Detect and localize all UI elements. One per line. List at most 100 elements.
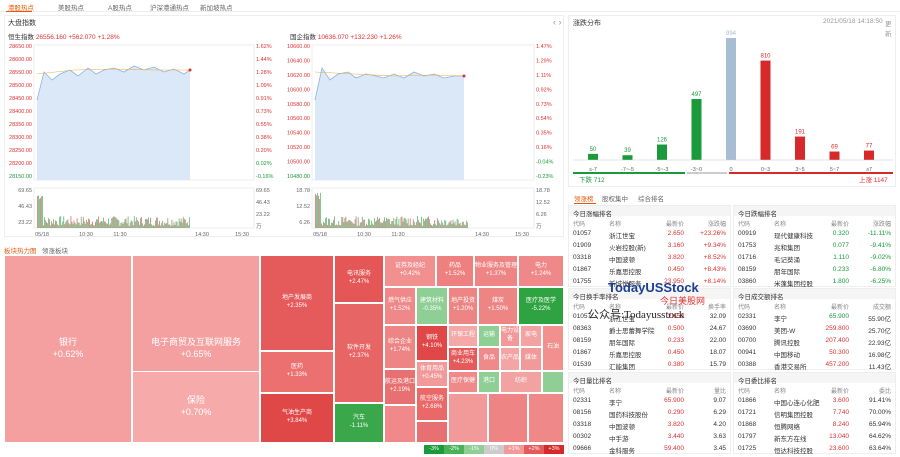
table-cell: 01797 [738,433,757,440]
tab-leading-sectors[interactable]: 领涨板块 [42,248,68,255]
tab-top-gainers[interactable]: 领涨榜 [574,196,594,203]
table-row[interactable]: 01867 乐嘉思控股 0.450 18.07 [569,347,730,359]
heatmap-cell[interactable]: 港口 [478,371,500,393]
y-tick-label: 28450.00 [9,96,32,102]
heatmap-cell[interactable]: 媒体 [520,347,542,371]
heatmap-cell[interactable]: 钢铁 +4.10% [416,325,448,361]
heatmap-cell[interactable]: 银行 +0.62% [4,255,132,443]
table-row[interactable]: 01868 恒腾网络 8.240 65.94% [734,419,895,431]
tab-sg-hotspot[interactable]: 新加坡热点 [200,5,233,12]
heatmap-cell-small[interactable] [384,405,416,443]
heatmap-cell[interactable]: 体育用品 +0.45% [416,361,448,387]
heatmap-cell[interactable]: 证券及经纪 +0.42% [384,255,436,287]
tab-sector-heatmap[interactable]: 板块热力图 [4,248,37,255]
heatmap-cell[interactable]: 综合企业 +1.74% [384,325,416,369]
table-row[interactable]: 03860 米蓬集团控股 1.800 -6.25% [734,276,895,288]
table-row[interactable]: 08156 国药科技股份 0.290 6.29 [569,407,730,419]
table-row[interactable]: 01797 新东方在线 13.040 64.62% [734,431,895,443]
heatmap-cell-small[interactable] [542,371,564,393]
heatmap-cell[interactable]: 电力设备 [500,325,520,347]
table-row[interactable]: 02331 李宁 65.900 55.90亿 [734,311,895,323]
table-row[interactable]: 00919 现代健康科技 0.320 -11.11% [734,228,895,240]
heatmap-cell[interactable]: 医疗保健 [448,371,478,393]
table-row[interactable]: 01057 浙江世宝 2.650 +23.26% [569,228,730,240]
table-row[interactable]: 01909 火岩控股(新) 3.160 +9.34% [569,240,730,252]
table-row[interactable]: 08159 朋年国际 0.233 -6.80% [734,264,895,276]
table-cell: 65.900 [829,313,849,320]
tab-us-hotspot[interactable]: 美股热点 [58,5,84,12]
table-row[interactable]: 08159 朋年国际 0.233 22.00 [569,335,730,347]
heatmap-cell[interactable]: 电力 +1.24% [518,255,564,287]
heatmap-cell[interactable]: 煤炭 +1.50% [478,287,518,325]
heatmap-cell[interactable]: 电讯服务 +2.47% [334,255,384,303]
hsi-chart[interactable]: 28650.00 28600.00 28550.00 28500.00 28450.00… [4,40,284,240]
tab-concentration[interactable]: 股权集中 [602,196,628,203]
tab-a-share-hotspot[interactable]: A股热点 [108,5,132,12]
volume-bar [433,224,434,228]
heatmap-cell[interactable]: 气油生产商 +3.84% [260,393,334,443]
heatmap-cell[interactable]: 地产投资 +1.20% [448,287,478,325]
tab-connect-hotspot[interactable]: 沪深港通热点 [150,5,189,12]
table-row[interactable]: 01753 兆和集团 0.077 -9.41% [734,240,895,252]
heatmap-cell[interactable]: 食品 [478,347,500,371]
heatmap-cell[interactable]: 软件开发 +2.37% [334,303,384,403]
hscei-name[interactable]: 国企指数 [290,34,316,41]
table-cell: 4.20 [713,421,726,428]
volume-bar [46,221,47,228]
heatmap-cell[interactable]: 药品 +1.52% [436,255,474,287]
sector-name: 电讯服务 [346,271,371,278]
heatmap-cell[interactable]: 运输 [478,325,500,347]
tab-hk-hotspot[interactable]: 港股热点 [8,5,34,12]
table-row[interactable]: 03318 中国波顿 3.820 4.20 [569,419,730,431]
volume-bar [57,224,58,228]
heatmap-cell[interactable]: 医疗及医学 -5.22% [518,287,564,325]
heatmap-cell[interactable]: 医药 +1.33% [260,351,334,393]
table-row[interactable]: 01057 浙江世宝 2.650 32.09 [569,311,730,323]
table-row[interactable]: 00302 中手游 3.440 3.63 [569,431,730,443]
table-row[interactable]: 08363 爵士思蕾舞学院 0.500 24.67 [569,323,730,335]
heatmap-cell-small[interactable] [416,421,448,443]
volume-bar [380,222,381,228]
hscei-chart[interactable]: 10660.00 10640.00 10620.00 10600.00 10580.00… [284,40,564,240]
table-row[interactable]: 01866 中国心连心化肥 3.600 91.41% [734,395,895,407]
heatmap-cell[interactable]: 燃气供应 +1.52% [384,287,416,325]
heatmap-cell[interactable]: 建筑材料 -0.35% [416,287,448,325]
table-row[interactable]: 02331 李宁 65.900 9.07 [569,395,730,407]
volume-bar [437,218,438,228]
table-row[interactable]: 00388 香港交易所 457.200 11.43亿 [734,359,895,371]
heatmap-cell[interactable]: 物业服务及管理 +1.37% [474,255,518,287]
heatmap-cell-small[interactable] [448,393,488,443]
table-row[interactable]: 03690 美团-W 259.800 25.70亿 [734,323,895,335]
heatmap-cell[interactable]: 环保工程 [448,325,478,347]
heatmap-cell[interactable]: 纺织 [500,371,542,393]
heatmap-cell[interactable]: 石油 [542,325,564,371]
table-row[interactable]: 01539 汇能集团 0.380 15.79 [569,359,730,371]
heatmap-cell[interactable]: 航空服务 +2.68% [416,387,448,421]
heatmap-cell[interactable]: 家电 [520,325,542,347]
heatmap-cell[interactable]: 汽车 -1.11% [334,403,384,443]
sector-name: 纺织 [514,378,527,385]
hsi-name[interactable]: 恒生指数 [8,34,34,41]
ranking-tabs: 领涨榜 股权集中 综合排名 [568,192,896,204]
table-row[interactable]: 01721 信明集团控股 7.740 70.00% [734,407,895,419]
table-row[interactable]: 01755 新城悦服务 23.950 +8.14% [569,276,730,288]
heatmap-cell-small[interactable] [528,393,564,443]
table-row[interactable]: 01867 乐嘉思控股 0.450 +8.43% [569,264,730,276]
heatmap-cell[interactable]: 航运及港口 +2.19% [384,369,416,405]
table-row[interactable]: 00700 腾讯控股 207.400 22.93亿 [734,335,895,347]
dist-refresh[interactable]: 更新 [885,21,892,38]
heatmap-cell[interactable]: 地产发展商 +2.35% [260,255,334,351]
hsi-pct: +1.28% [97,34,120,41]
table-cell: 01867 [573,266,592,273]
heatmap-cell-small[interactable] [488,393,528,443]
table-row[interactable]: 01725 恒达科技控股 23.600 63.64% [734,443,895,455]
table-row[interactable]: 00941 中国移动 50.300 16.98亿 [734,347,895,359]
heatmap-cell[interactable]: 保险 +0.70% [132,371,260,443]
tab-composite[interactable]: 综合排名 [638,196,664,203]
table-row[interactable]: 01716 毛记葵涌 1.110 -9.02% [734,252,895,264]
table-row[interactable]: 03318 中国波顿 3.820 +8.52% [569,252,730,264]
prev-next-arrows[interactable]: ‹ › [553,17,562,27]
table-row[interactable]: 09666 金科服务 59.400 3.45 [569,443,730,455]
heatmap-cell[interactable]: 农产品 [500,347,520,371]
heatmap-cell[interactable]: 商业用车 +4.23% [448,347,478,371]
